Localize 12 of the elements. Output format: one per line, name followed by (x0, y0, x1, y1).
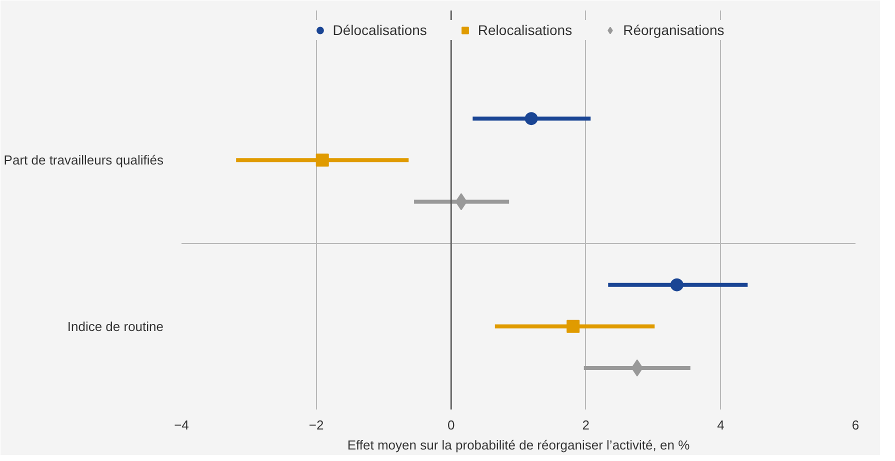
x-tick-label: 0 (447, 418, 455, 432)
y-tick-label: Part de travailleurs qualifiés (4, 152, 164, 168)
x-tick-label: −4 (174, 418, 189, 432)
x-tick-label: 2 (582, 418, 590, 432)
x-tick-label: 4 (717, 418, 724, 432)
legend-label: Réorganisations (623, 22, 724, 38)
legend-label: Relocalisations (478, 22, 572, 38)
legend-label: Délocalisations (332, 22, 427, 38)
x-tick-label: 6 (852, 418, 860, 432)
x-tick-label: −2 (308, 418, 324, 432)
y-tick-label: Indice de routine (67, 318, 164, 334)
x-axis-title: Effet moyen sur la probabilité de réorganiser l’activité, en % (347, 438, 690, 452)
